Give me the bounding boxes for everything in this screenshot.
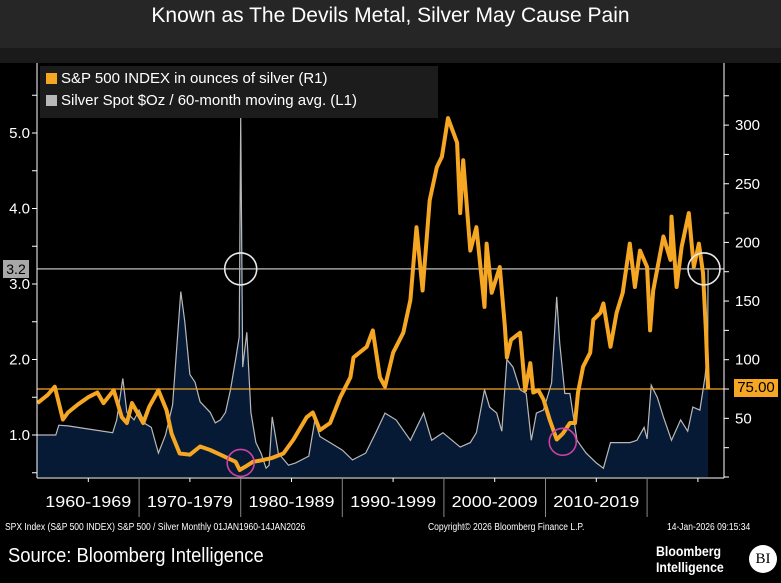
x-axis-tick-label: 1980-1989 — [249, 494, 335, 511]
x-axis-tick-label: 1970-1979 — [147, 494, 233, 511]
legend-label: Silver Spot $Oz / 60-month moving avg. (… — [61, 92, 357, 109]
legend-swatch-gray — [46, 95, 57, 106]
left-axis-tick-label: 3.0 — [9, 276, 30, 293]
left-reference-tag: 3.2 — [3, 260, 29, 278]
right-axis-tick-label: 50 — [735, 410, 752, 427]
annotation-circle — [687, 252, 721, 286]
left-axis-tick-label: 5.0 — [9, 125, 30, 142]
annotation-circle — [548, 427, 578, 457]
source-note: Source: Bloomberg Intelligence — [8, 545, 264, 567]
right-axis-tick-label: 250 — [735, 176, 760, 193]
x-axis-tick-label: 1960-1969 — [45, 494, 131, 511]
title-divider — [0, 48, 781, 63]
left-axis-tick-label: 1.0 — [9, 427, 30, 444]
legend-item-silver-ratio: Silver Spot $Oz / 60-month moving avg. (… — [46, 92, 357, 109]
copyright: Copyright© 2026 Bloomberg Finance L.P. — [428, 522, 585, 533]
right-reference-tag: 75.00 — [734, 379, 778, 397]
legend-swatch-orange — [46, 73, 57, 84]
silver-ratio-line — [37, 117, 709, 470]
legend-label: S&P 500 INDEX in ounces of silver (R1) — [61, 70, 328, 87]
left-axis-tick-label: 2.0 — [9, 352, 30, 369]
left-axis-tick-label: 4.0 — [9, 201, 30, 218]
right-axis-tick-label: 150 — [735, 293, 760, 310]
chart-title: Known as The Devils Metal, Silver May Ca… — [151, 4, 630, 27]
right-axis-tick-label: 100 — [735, 352, 760, 369]
series-info: SPX Index (S&P 500 INDEX) S&P 500 / Silv… — [5, 522, 306, 533]
legend: S&P 500 INDEX in ounces of silver (R1) S… — [40, 66, 438, 118]
annotation-circle — [223, 252, 258, 286]
title-bar — [0, 0, 781, 48]
logo-text-line2: Intelligence — [656, 559, 724, 575]
x-axis-tick-label: 2010-2019 — [553, 494, 639, 511]
bi-logo-badge: BI — [749, 545, 777, 573]
annotation-circle — [226, 448, 255, 478]
x-axis-tick-label: 1990-1999 — [350, 494, 436, 511]
legend-item-sp500-in-silver: S&P 500 INDEX in ounces of silver (R1) — [46, 70, 328, 87]
silver-ratio-area — [37, 117, 709, 478]
x-axis-tick-label: 2000-2009 — [452, 494, 538, 511]
right-axis-tick-label: 200 — [735, 234, 760, 251]
right-axis-tick-label: 300 — [735, 117, 760, 134]
logo-text-line1: Bloomberg — [656, 543, 722, 559]
bloomberg-intelligence-logo: Bloomberg Intelligence — [656, 543, 724, 575]
timestamp: 14-Jan-2026 09:15:34 — [667, 522, 751, 533]
sp500-in-silver-line — [36, 116, 711, 472]
